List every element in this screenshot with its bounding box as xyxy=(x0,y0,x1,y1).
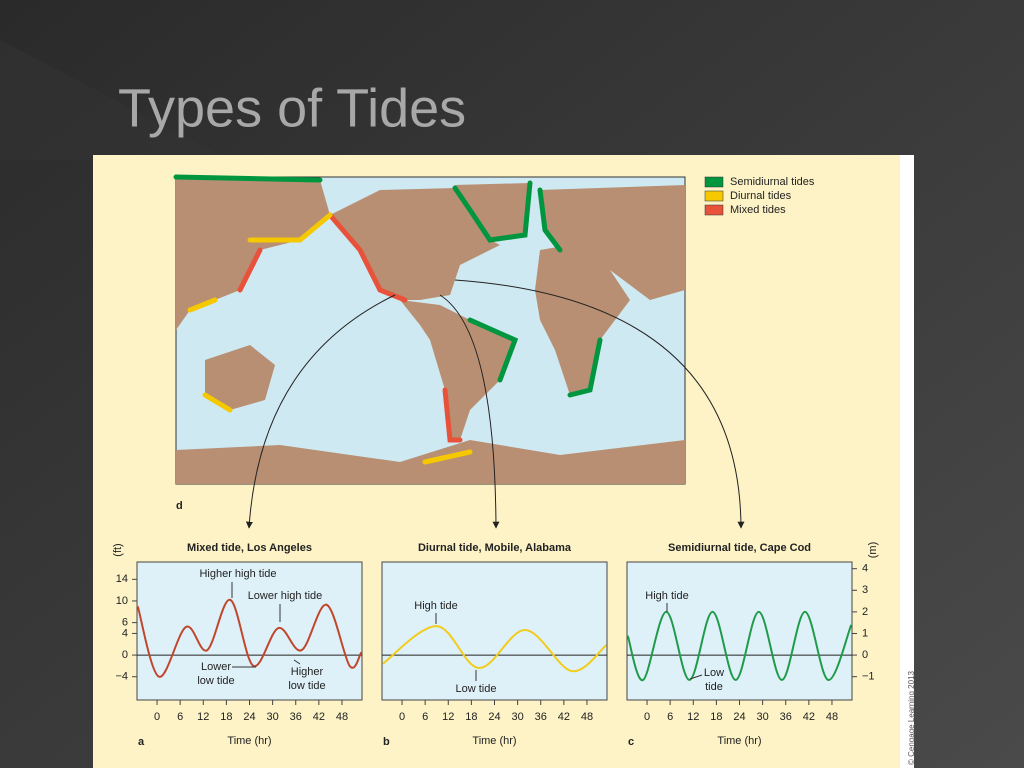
figure-edge xyxy=(900,155,914,768)
arrows xyxy=(245,279,745,529)
y-tick-label: 0 xyxy=(862,649,868,661)
x-tick-label: 42 xyxy=(558,711,570,723)
y-axis-label: (m) xyxy=(867,542,879,559)
arrow xyxy=(439,294,500,529)
x-tick-label: 12 xyxy=(442,711,454,723)
annotation: Lower high tide xyxy=(248,590,323,602)
x-tick-label: 12 xyxy=(197,711,209,723)
y-tick-label: 14 xyxy=(116,573,128,585)
x-tick-label: 24 xyxy=(243,711,255,723)
x-tick-label: 48 xyxy=(581,711,593,723)
x-tick-label: 0 xyxy=(399,711,405,723)
chart-title: Mixed tide, Los Angeles xyxy=(187,542,312,554)
legend-swatch xyxy=(704,204,724,216)
map: d xyxy=(173,174,686,512)
y-tick-label: 4 xyxy=(862,563,868,575)
panel-label: b xyxy=(383,736,390,748)
chart-title: Semidiurnal tide, Cape Cod xyxy=(668,542,811,554)
chart: Mixed tide, Los Angeles 0 6 12 18 24 30 36 42 48 T… xyxy=(112,542,363,748)
y-tick-label: 4 xyxy=(122,627,128,639)
arrow xyxy=(245,294,396,529)
annotation: High tide xyxy=(414,600,457,612)
y-tick-label: −1 xyxy=(862,671,875,683)
annotation: tide xyxy=(705,681,723,693)
x-tick-label: 48 xyxy=(826,711,838,723)
decoration xyxy=(0,40,230,160)
x-tick-label: 6 xyxy=(667,711,673,723)
credit: © Cengage Learning 2013 xyxy=(907,670,916,765)
annotation: Low xyxy=(704,667,724,679)
x-tick-label: 6 xyxy=(422,711,428,723)
annotation: Higher high tide xyxy=(199,568,276,580)
slide-title: Types of Tides xyxy=(118,78,466,138)
panel-label: c xyxy=(628,736,634,748)
y-tick-label: 10 xyxy=(116,595,128,607)
x-tick-label: 18 xyxy=(465,711,477,723)
y-axis-label: (ft) xyxy=(112,543,124,556)
x-tick-label: 36 xyxy=(535,711,547,723)
x-tick-label: 42 xyxy=(313,711,325,723)
asia xyxy=(176,177,330,330)
legend-swatch xyxy=(704,190,724,202)
annotation-leader xyxy=(293,659,301,665)
x-axis-label: Time (hr) xyxy=(227,735,271,747)
legend-label: Diurnal tides xyxy=(730,190,792,202)
south-america xyxy=(400,300,515,440)
x-axis-label: Time (hr) xyxy=(472,735,516,747)
annotation: High tide xyxy=(645,590,688,602)
x-tick-label: 24 xyxy=(733,711,745,723)
y-tick-label: 3 xyxy=(862,584,868,596)
annotation-leader xyxy=(689,674,703,680)
tide-curve xyxy=(626,610,853,681)
x-tick-label: 0 xyxy=(644,711,650,723)
x-tick-label: 30 xyxy=(756,711,768,723)
x-tick-label: 18 xyxy=(710,711,722,723)
x-tick-label: 30 xyxy=(266,711,278,723)
arrow xyxy=(454,279,745,529)
tide-curve xyxy=(136,598,363,678)
australia xyxy=(205,345,275,410)
x-axis-label: Time (hr) xyxy=(717,735,761,747)
legend-swatch xyxy=(704,176,724,188)
y-tick-label: −4 xyxy=(115,671,128,683)
annotation: Low tide xyxy=(456,683,497,695)
chart: Diurnal tide, Mobile, Alabama 0 6 12 18 24 30 3… xyxy=(381,542,608,748)
x-tick-label: 36 xyxy=(290,711,302,723)
x-tick-label: 42 xyxy=(803,711,815,723)
annotation: low tide xyxy=(197,675,234,687)
plot-area xyxy=(136,561,363,701)
x-tick-label: 36 xyxy=(780,711,792,723)
y-tick-label: 2 xyxy=(862,606,868,618)
legend-label: Semidiurnal tides xyxy=(730,176,815,188)
x-tick-label: 30 xyxy=(511,711,523,723)
chart-title: Diurnal tide, Mobile, Alabama xyxy=(418,542,572,554)
plot-area xyxy=(626,561,853,701)
tide-curve xyxy=(382,625,607,673)
panel-label: d xyxy=(176,500,183,512)
greenland xyxy=(455,183,530,240)
plot-area xyxy=(381,561,608,701)
eurasia xyxy=(540,185,685,300)
y-tick-label: 0 xyxy=(122,649,128,661)
x-tick-label: 18 xyxy=(220,711,232,723)
y-tick-label: 1 xyxy=(862,627,868,639)
panel-label: a xyxy=(138,736,145,748)
x-tick-label: 24 xyxy=(488,711,500,723)
annotation: low tide xyxy=(288,680,325,692)
annotation: Lower xyxy=(201,661,231,673)
legend-label: Mixed tides xyxy=(730,204,786,216)
x-tick-label: 6 xyxy=(177,711,183,723)
x-tick-label: 48 xyxy=(336,711,348,723)
coasts xyxy=(173,174,603,465)
annotation: Higher xyxy=(291,666,324,678)
africa xyxy=(535,240,630,395)
y-tick-label: 6 xyxy=(122,617,128,629)
x-tick-label: 0 xyxy=(154,711,160,723)
x-tick-label: 12 xyxy=(687,711,699,723)
